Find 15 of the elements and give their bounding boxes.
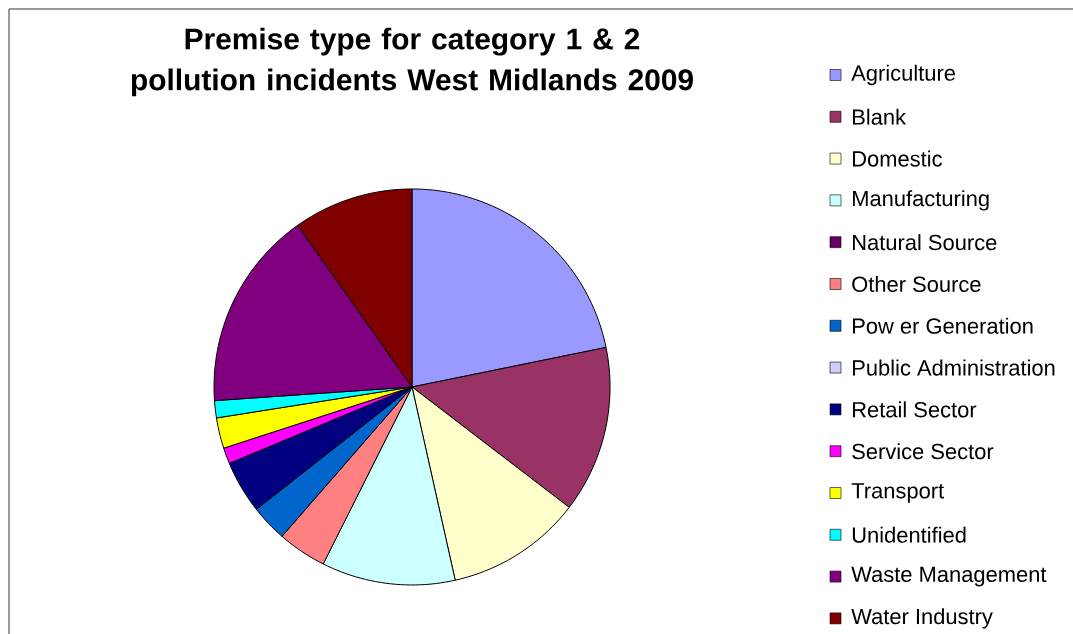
legend-label: Other Source (852, 275, 981, 293)
legend-label: Transport (851, 483, 945, 503)
legend-label: Service Sector (852, 443, 994, 460)
legend-label: Manufacturing (853, 190, 989, 211)
legend-label: Retail Sector (853, 401, 977, 418)
legend-label: Public Administration (853, 359, 1055, 376)
legend-label: Pow er Generation (853, 317, 1033, 334)
legend-label: Water Industry (851, 608, 993, 629)
chart-title: Premise type for category 1 & 2 pollution incidents West Midlands 2009 (131, 27, 693, 97)
legend-label: Blank (853, 108, 907, 125)
legend-label: Domestic (853, 150, 942, 167)
legend-label: Agriculture (851, 64, 955, 86)
legend-label: Waste Management (851, 566, 1047, 587)
legend-label: Unidentified (852, 526, 966, 543)
legend-label: Natural Source (853, 234, 997, 251)
